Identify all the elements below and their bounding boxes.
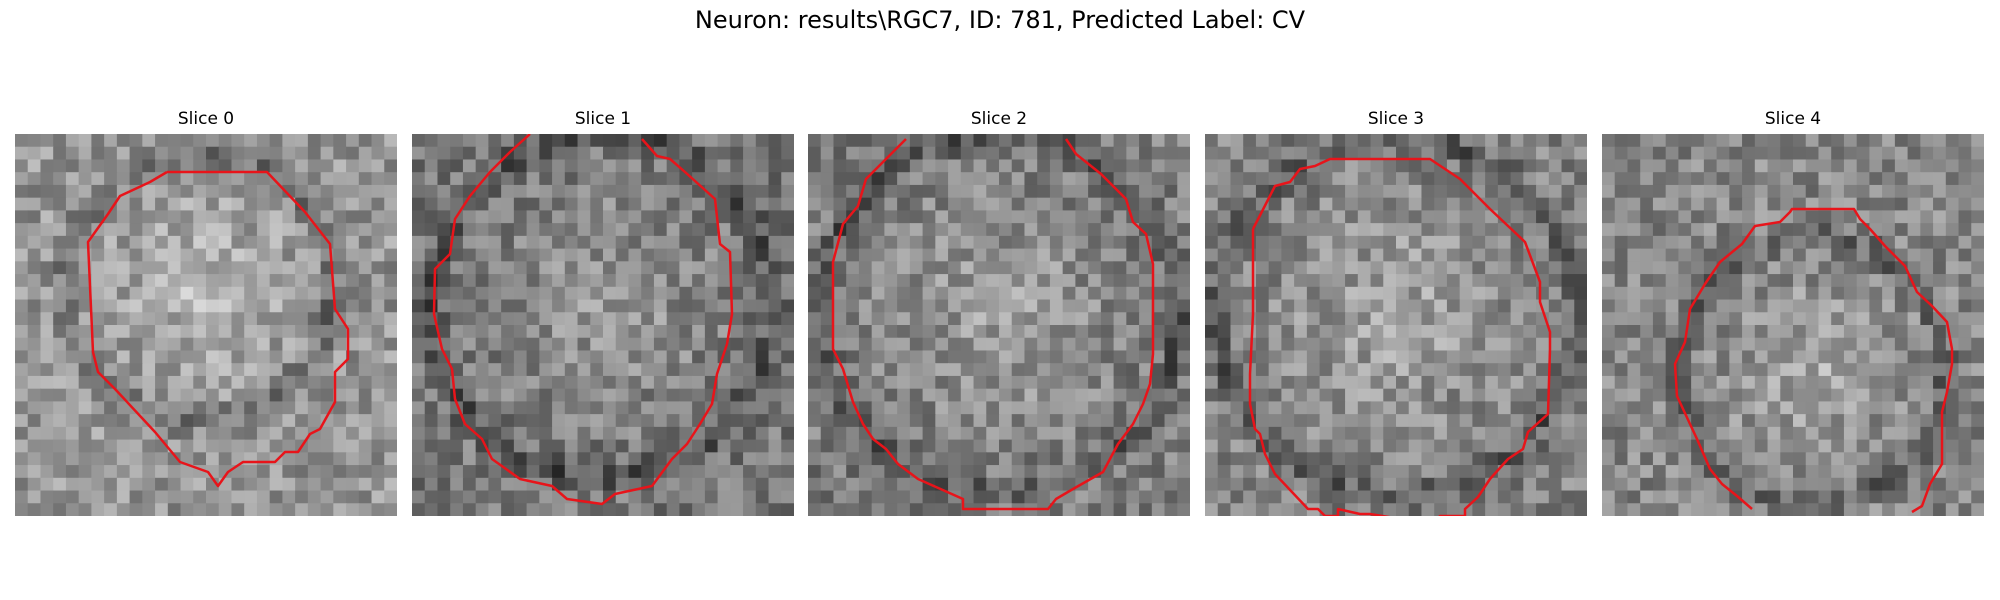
slice-image-1 xyxy=(412,134,794,516)
slice-image-2 xyxy=(808,134,1190,516)
grayscale-pixels xyxy=(1602,134,1984,516)
slice-title: Slice 1 xyxy=(574,109,632,129)
slice-panel-2: Slice 2 xyxy=(808,109,1190,519)
grayscale-pixels xyxy=(1205,134,1587,516)
slice-title: Slice 3 xyxy=(1367,109,1425,129)
cell-contour-2 xyxy=(831,138,1155,511)
slice-panel-3: Slice 3 xyxy=(1205,109,1587,519)
slice-image-0 xyxy=(15,134,397,516)
cell-contour-3 xyxy=(1248,157,1552,516)
cell-contour-4 xyxy=(1673,207,1954,514)
slice-title: Slice 4 xyxy=(1764,109,1822,129)
slice-title: Slice 2 xyxy=(970,109,1028,129)
slice-panel-0: Slice 0 xyxy=(15,109,397,519)
cell-contour-1 xyxy=(432,134,734,506)
slice-image-3 xyxy=(1205,134,1587,516)
slice-title: Slice 0 xyxy=(177,109,235,129)
cell-contour-0 xyxy=(86,170,350,488)
slice-panel-1: Slice 1 xyxy=(412,109,794,519)
slice-image-4 xyxy=(1602,134,1984,516)
slice-panel-4: Slice 4 xyxy=(1602,109,1984,519)
grayscale-pixels xyxy=(412,134,794,516)
grayscale-pixels xyxy=(808,134,1190,516)
figure-title: Neuron: results\RGC7, ID: 781, Predicted… xyxy=(694,6,1306,34)
grayscale-pixels xyxy=(15,134,397,516)
